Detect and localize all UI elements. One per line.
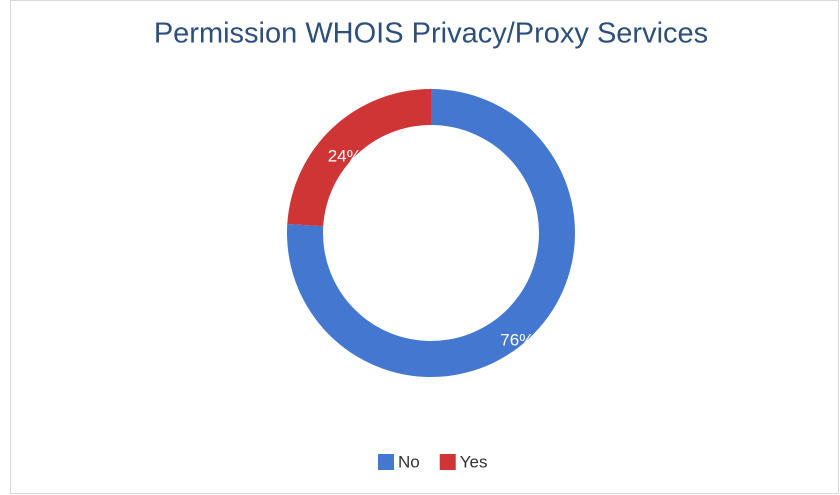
chart-frame bbox=[10, 0, 839, 494]
legend-swatch bbox=[439, 454, 456, 470]
legend-label: No bbox=[398, 452, 420, 471]
chart-title: Permission WHOIS Privacy/Proxy Services bbox=[154, 18, 708, 50]
data-label: 76% bbox=[500, 330, 534, 349]
donut-segment bbox=[287, 89, 431, 227]
legend-swatch bbox=[378, 454, 394, 470]
data-label: 24% bbox=[328, 147, 362, 166]
legend-label: Yes bbox=[460, 452, 488, 471]
